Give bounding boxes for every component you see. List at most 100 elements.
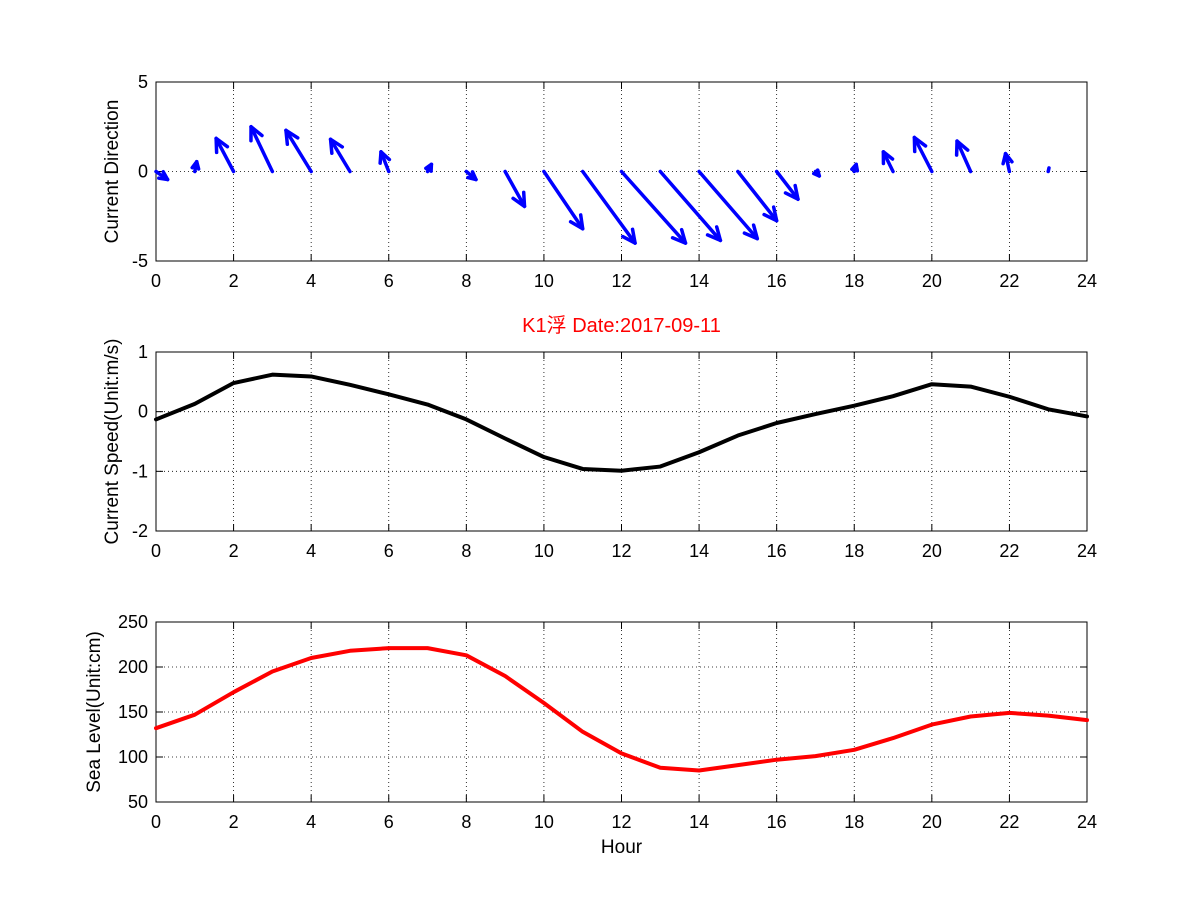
current-speed-ytick-label: -1	[132, 461, 148, 481]
current-vector-head	[214, 136, 230, 155]
current-vector-arrow	[697, 169, 760, 241]
current-speed-xtick-label: 8	[461, 541, 471, 561]
sea-level-xtick-label: 14	[689, 812, 709, 832]
sea-level-xtick-label: 4	[306, 812, 316, 832]
current-speed-xtick-label: 16	[767, 541, 787, 561]
current-direction-ytick-label: -5	[132, 251, 148, 271]
current-vector-head	[762, 205, 779, 223]
current-speed-panel: K1浮 Date:2017-09-11 Current Speed(Unit:m…	[102, 314, 1097, 561]
current-vector-head	[378, 150, 392, 165]
current-speed-xtick-label: 2	[229, 541, 239, 561]
current-vector-head	[511, 190, 527, 209]
current-vector-arrow	[464, 169, 478, 182]
current-vector-head	[466, 170, 478, 182]
current-speed-xtick-label: 20	[922, 541, 942, 561]
current-vector-head	[912, 135, 928, 154]
sea-level-ytick-label: 50	[128, 792, 148, 812]
current-vector-arrow	[154, 169, 170, 182]
current-vector-shaft	[697, 169, 760, 241]
sea-level-ytick-label: 250	[118, 612, 148, 632]
current-direction-xtick-label: 10	[534, 271, 554, 291]
current-speed-xtick-label: 0	[151, 541, 161, 561]
current-vector-arrow	[378, 150, 392, 174]
sea-level-xtick-label: 24	[1077, 812, 1097, 832]
sea-level-xtick-label: 2	[229, 812, 239, 832]
current-vector-head	[670, 227, 688, 245]
current-speed-xtick-label: 12	[611, 541, 631, 561]
current-vector-arrow	[542, 169, 585, 231]
current-vector-arrow	[954, 139, 973, 174]
current-vector-shaft	[503, 169, 527, 209]
current-speed-series-line	[154, 372, 1089, 473]
sea-level-xtick-label: 22	[999, 812, 1019, 832]
current-direction-xtick-label: 6	[384, 271, 394, 291]
current-vector-head	[850, 162, 860, 173]
chart-title: K1浮 Date:2017-09-11	[522, 314, 721, 337]
current-direction-xtick-label: 22	[999, 271, 1019, 291]
current-vector-arrow	[284, 128, 313, 174]
current-vector-shaft	[774, 169, 800, 201]
sea-level-series-line	[154, 646, 1089, 773]
sea-level-xtick-label: 16	[767, 812, 787, 832]
current-vector-head	[954, 139, 970, 157]
sea-level-xtick-label: 6	[384, 812, 394, 832]
sea-level-ytick-label: 150	[118, 702, 148, 722]
current-speed-xtick-label: 4	[306, 541, 316, 561]
sea-level-xtick-label: 18	[844, 812, 864, 832]
current-vector-arrow	[249, 125, 275, 174]
current-vector-shaft	[328, 137, 352, 174]
sea-level-xtick-label: 0	[151, 812, 161, 832]
current-vector-arrow	[190, 159, 201, 174]
sea-level-ytick-label: 200	[118, 657, 148, 677]
current-vector-arrow	[580, 169, 637, 245]
current-vector-shaft	[912, 135, 934, 174]
current-direction-xtick-label: 8	[461, 271, 471, 291]
current-vector-shaft	[955, 139, 973, 174]
current-direction-panel: Current Direction 0 2 4 6 8 10 12 14 16 18 20 22 24-…	[102, 72, 1097, 291]
current-direction-xtick-label: 12	[611, 271, 631, 291]
current-vector-shaft	[542, 169, 585, 231]
sea-level-ytick-label: 100	[118, 747, 148, 767]
current-direction-xtick-label: 2	[229, 271, 239, 291]
current-vector-arrow	[503, 169, 527, 209]
current-vector-arrow	[619, 169, 688, 245]
current-direction-xtick-label: 14	[689, 271, 709, 291]
current-direction-xtick-label: 0	[151, 271, 161, 291]
current-vector-shaft	[249, 125, 275, 174]
current-vector-arrow	[1046, 166, 1051, 174]
current-direction-xtick-label: 20	[922, 271, 942, 291]
current-vector-arrow	[774, 169, 800, 201]
current-vector-head	[742, 223, 760, 241]
current-vector-head	[881, 150, 895, 166]
current-vector-shaft	[214, 136, 236, 174]
current-direction-ytick-label: 5	[138, 72, 148, 92]
current-direction-xtick-label: 18	[844, 271, 864, 291]
current-vector-arrow	[214, 136, 236, 174]
sea-level-xtick-label: 12	[611, 812, 631, 832]
current-speed-xtick-label: 14	[689, 541, 709, 561]
sea-level-panel: Sea Level(Unit:cm) Hour 0 2 4 6 8 10 12 14 16 18 2…	[84, 612, 1097, 858]
current-direction-ytick-label: 0	[138, 162, 148, 182]
sea-level-xtick-label: 8	[461, 812, 471, 832]
current-vector-arrow	[658, 169, 723, 243]
current-vector-arrow	[736, 169, 779, 223]
current-vector-head	[705, 225, 723, 243]
current-speed-xtick-label: 10	[534, 541, 554, 561]
current-vector-shaft	[619, 169, 688, 245]
current-direction-xtick-label: 24	[1077, 271, 1097, 291]
current-vector-arrow	[1001, 151, 1014, 174]
current-vector-head	[190, 159, 201, 171]
current-speed-xtick-label: 6	[384, 541, 394, 561]
current-vector-arrow	[424, 162, 434, 174]
current-speed-ytick-label: 1	[138, 342, 148, 362]
current-vector-shaft	[580, 169, 637, 245]
current-speed-xtick-label: 22	[999, 541, 1019, 561]
current-vector-arrow	[881, 150, 895, 174]
current-vector-shaft	[284, 128, 313, 174]
current-vector-arrow	[912, 135, 934, 174]
current-vector-head	[812, 168, 822, 178]
current-vector-head	[249, 125, 264, 143]
current-vector-head	[157, 170, 170, 182]
